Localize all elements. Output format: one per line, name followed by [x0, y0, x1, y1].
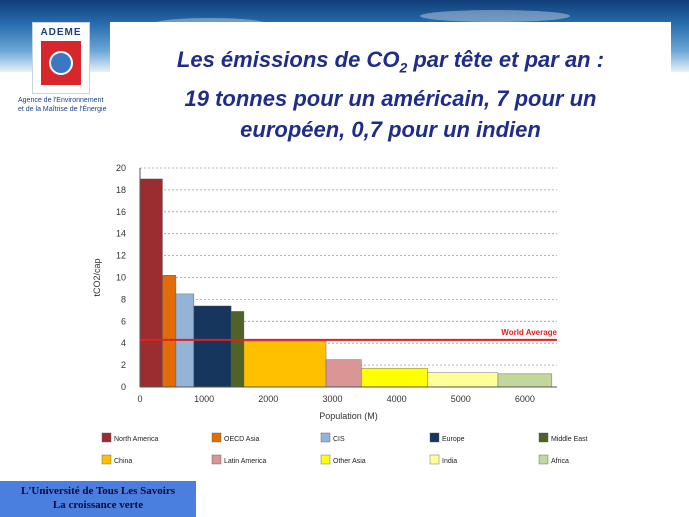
footer-line2: La croissance verte	[52, 499, 144, 511]
x-tick-label: 5000	[451, 394, 471, 404]
title-line1: Les émissions de CO2 par tête et par an …	[110, 44, 671, 83]
legend-swatch	[211, 454, 222, 465]
y-axis-title: tCO2/cap	[92, 258, 102, 296]
globe-icon	[49, 51, 73, 75]
legend-label: Europe	[442, 436, 465, 443]
x-tick-label: 2000	[258, 394, 278, 404]
legend-swatch	[320, 454, 331, 465]
legend-swatch	[538, 454, 549, 465]
x-axis-title: Population (M)	[319, 411, 378, 421]
legend-swatch	[101, 432, 112, 443]
logo-caption: Agence de l'Environnement et de la Maîtr…	[18, 96, 108, 114]
y-tick-label: 12	[116, 251, 126, 261]
y-tick-label: 0	[121, 382, 126, 392]
y-tick-label: 4	[121, 338, 126, 348]
y-tick-label: 18	[116, 185, 126, 195]
bar-north-america	[139, 178, 163, 388]
bar-china	[243, 340, 327, 388]
logo-caption-line1: Agence de l'Environnement	[18, 97, 104, 104]
legend-label: India	[442, 458, 457, 465]
world-average-label: World Average	[501, 328, 557, 337]
title-line3: européen, 0,7 pour un indien	[240, 117, 541, 143]
logo-caption-line2: et de la Maîtrise de l'Énergie	[18, 106, 107, 113]
legend-swatch	[429, 432, 440, 443]
title-line1-start: Les émissions de CO	[176, 47, 400, 72]
y-tick-label: 14	[116, 229, 126, 239]
x-tick-label: 0	[137, 394, 142, 404]
title-panel: Les émissions de CO2 par tête et par an …	[110, 22, 671, 150]
logo-emblem	[41, 41, 81, 85]
bar-europe	[193, 305, 232, 388]
x-tick-label: 3000	[322, 394, 342, 404]
title-line2: 19 tonnes pour un américain, 7 pour un	[184, 86, 597, 112]
legend-swatch	[429, 454, 440, 465]
bar-oecd-asia	[162, 275, 177, 388]
legend-label: North America	[114, 436, 158, 443]
legend-label: CIS	[333, 436, 345, 443]
y-tick-label: 16	[116, 207, 126, 217]
legend-label: Latin America	[224, 458, 267, 465]
banner-wave	[420, 10, 570, 22]
y-tick-label: 2	[121, 360, 126, 370]
legend-label: OECD Asia	[224, 436, 260, 443]
bar-other-asia	[361, 368, 428, 388]
x-tick-label: 4000	[387, 394, 407, 404]
x-tick-label: 6000	[515, 394, 535, 404]
bar-india	[427, 372, 499, 388]
legend-swatch	[320, 432, 331, 443]
footer-box: L'Université de Tous Les Savoirs La croi…	[0, 481, 196, 517]
ademe-logo: ADEME	[32, 22, 90, 94]
bar-africa	[497, 373, 553, 388]
legend-swatch	[538, 432, 549, 443]
bar-latin-america	[325, 359, 362, 388]
title-subscript: 2	[399, 59, 408, 76]
legend-swatch	[101, 454, 112, 465]
y-tick-label: 20	[116, 163, 126, 173]
y-tick-label: 10	[116, 273, 126, 283]
legend-label: Middle East	[551, 436, 588, 443]
logo-wordmark: ADEME	[40, 27, 82, 38]
bar-middle-east	[230, 311, 245, 388]
y-tick-label: 6	[121, 316, 126, 326]
legend-label: China	[114, 458, 132, 465]
x-tick-label: 1000	[194, 394, 214, 404]
footer-line1: L'Université de Tous Les Savoirs	[20, 485, 176, 497]
legend-label: Africa	[551, 458, 569, 465]
title-line1-end: par tête et par an :	[407, 47, 605, 72]
legend-label: Other Asia	[333, 458, 366, 465]
slide-title: Les émissions de CO2 par tête et par an …	[110, 44, 671, 145]
legend-swatch	[211, 432, 222, 443]
y-tick-label: 8	[121, 294, 126, 304]
